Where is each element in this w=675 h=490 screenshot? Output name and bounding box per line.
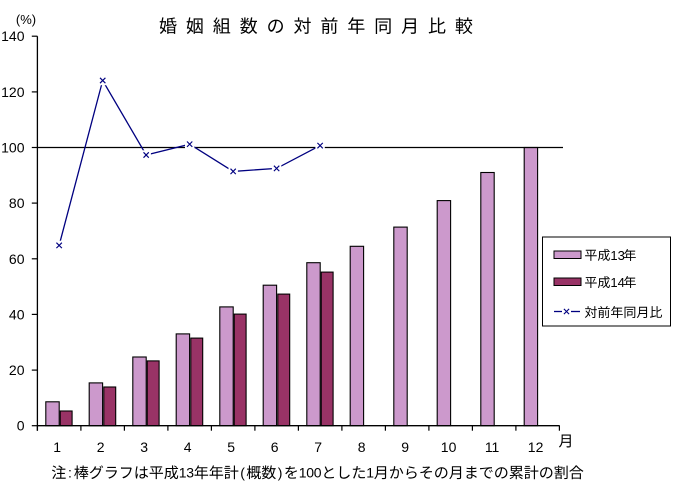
svg-text:1: 1 <box>53 439 61 455</box>
svg-text:1: 1 <box>366 465 374 481</box>
svg-text:0: 0 <box>306 465 314 481</box>
svg-text:1: 1 <box>299 465 307 481</box>
svg-text:10: 10 <box>441 439 457 455</box>
svg-text:60: 60 <box>9 251 25 267</box>
svg-text:5: 5 <box>227 439 235 455</box>
svg-text:2: 2 <box>97 439 105 455</box>
svg-text:0: 0 <box>314 465 322 481</box>
svg-text:3: 3 <box>186 465 194 481</box>
svg-text:(: ( <box>240 465 245 481</box>
svg-text:): ) <box>278 465 283 481</box>
svg-text:3: 3 <box>140 439 148 455</box>
svg-text:7: 7 <box>314 439 322 455</box>
svg-text:80: 80 <box>9 195 25 211</box>
svg-text:13: 13 <box>610 248 624 263</box>
svg-text:4: 4 <box>184 439 192 455</box>
svg-text:14: 14 <box>610 275 624 290</box>
svg-text:1: 1 <box>179 465 187 481</box>
svg-text::: : <box>68 465 72 481</box>
svg-text:6: 6 <box>271 439 279 455</box>
svg-text:11: 11 <box>485 439 500 455</box>
svg-text:0: 0 <box>17 418 25 434</box>
svg-text:12: 12 <box>528 439 544 455</box>
svg-text:8: 8 <box>358 439 366 455</box>
svg-text:40: 40 <box>9 306 25 322</box>
svg-text:20: 20 <box>9 362 25 378</box>
svg-text:140: 140 <box>1 28 25 44</box>
svg-text:120: 120 <box>1 84 25 100</box>
svg-text:100: 100 <box>1 140 25 156</box>
svg-text:(%): (%) <box>16 12 36 27</box>
svg-text:9: 9 <box>401 439 409 455</box>
